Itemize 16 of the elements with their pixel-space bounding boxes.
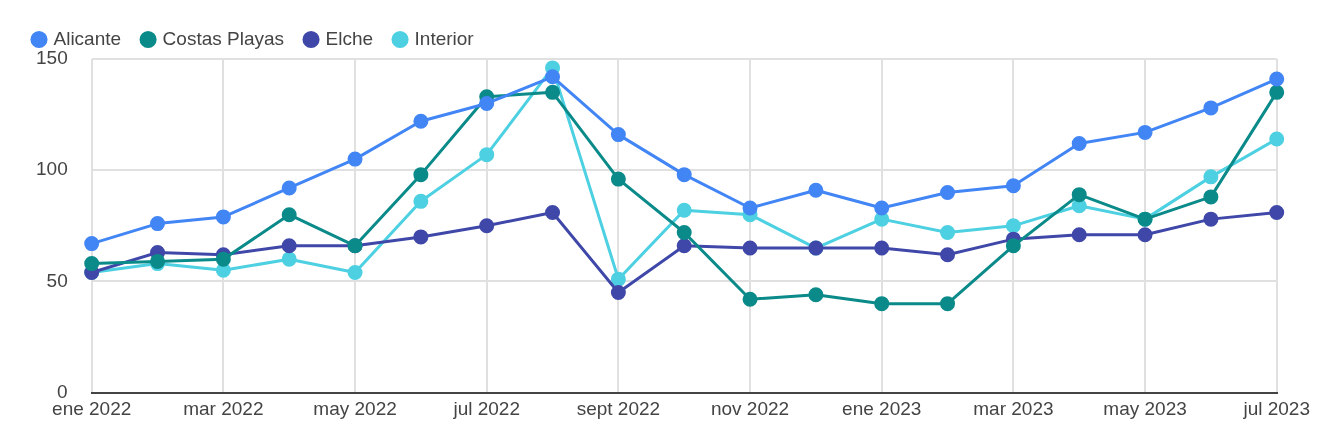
x-tick-label: may 2022 (313, 398, 397, 420)
y-tick-label: 100 (36, 158, 68, 180)
y-tick-label: 150 (36, 47, 68, 69)
x-tick-label: nov 2022 (710, 398, 790, 420)
legend-label: Alicante (53, 27, 122, 49)
y-tick-label: 50 (46, 269, 68, 291)
x-tick-label: jul 2023 (1242, 398, 1310, 420)
x-tick-label: ene 2023 (842, 398, 922, 420)
x-tick-label: may 2023 (1103, 398, 1187, 420)
legend-label: Costas Playas (162, 27, 285, 49)
legend-label: Interior (414, 27, 475, 49)
x-tick-label: sept 2022 (576, 398, 661, 420)
x-tick-label: mar 2022 (183, 398, 264, 420)
x-tick-label: mar 2023 (973, 398, 1054, 420)
legend-label: Elche (325, 27, 374, 49)
x-tick-label: jul 2022 (452, 398, 520, 420)
